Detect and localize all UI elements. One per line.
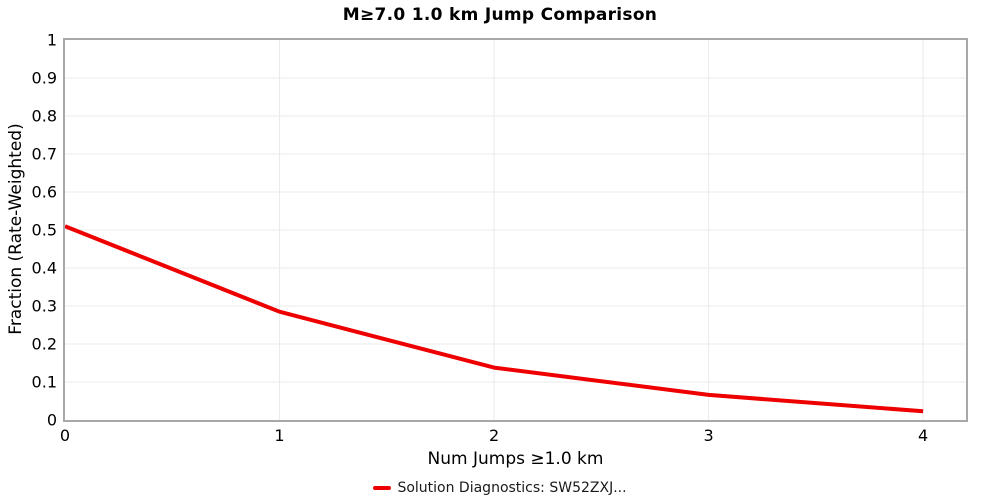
plot-area <box>63 38 968 422</box>
plot-svg <box>65 40 966 420</box>
legend-line-marker <box>373 486 392 490</box>
x-tick-label: 4 <box>918 426 929 445</box>
y-tick-label: 0.1 <box>31 372 57 392</box>
y-tick-label: 0 <box>46 410 57 430</box>
x-tick-label: 2 <box>488 426 500 445</box>
x-tick-label: 3 <box>703 426 714 445</box>
y-tick-label: 0.9 <box>31 68 57 88</box>
y-tick-label: 1 <box>46 30 57 50</box>
chart-title: M≥7.0 1.0 km Jump Comparison <box>342 5 658 25</box>
x-tick-label: 1 <box>274 426 285 445</box>
legend-label: Solution Diagnostics: SW52ZXJ... <box>397 480 627 496</box>
y-axis-label: Fraction (Rate-Weighted) <box>6 123 26 335</box>
x-axis-label: Num Jumps ≥1.0 km <box>427 449 604 469</box>
data-line <box>65 224 924 414</box>
legend: Solution Diagnostics: SW52ZXJ... <box>0 480 1000 496</box>
x-tick-label: 0 <box>59 426 71 445</box>
y-tick-label: 0.2 <box>31 334 57 354</box>
